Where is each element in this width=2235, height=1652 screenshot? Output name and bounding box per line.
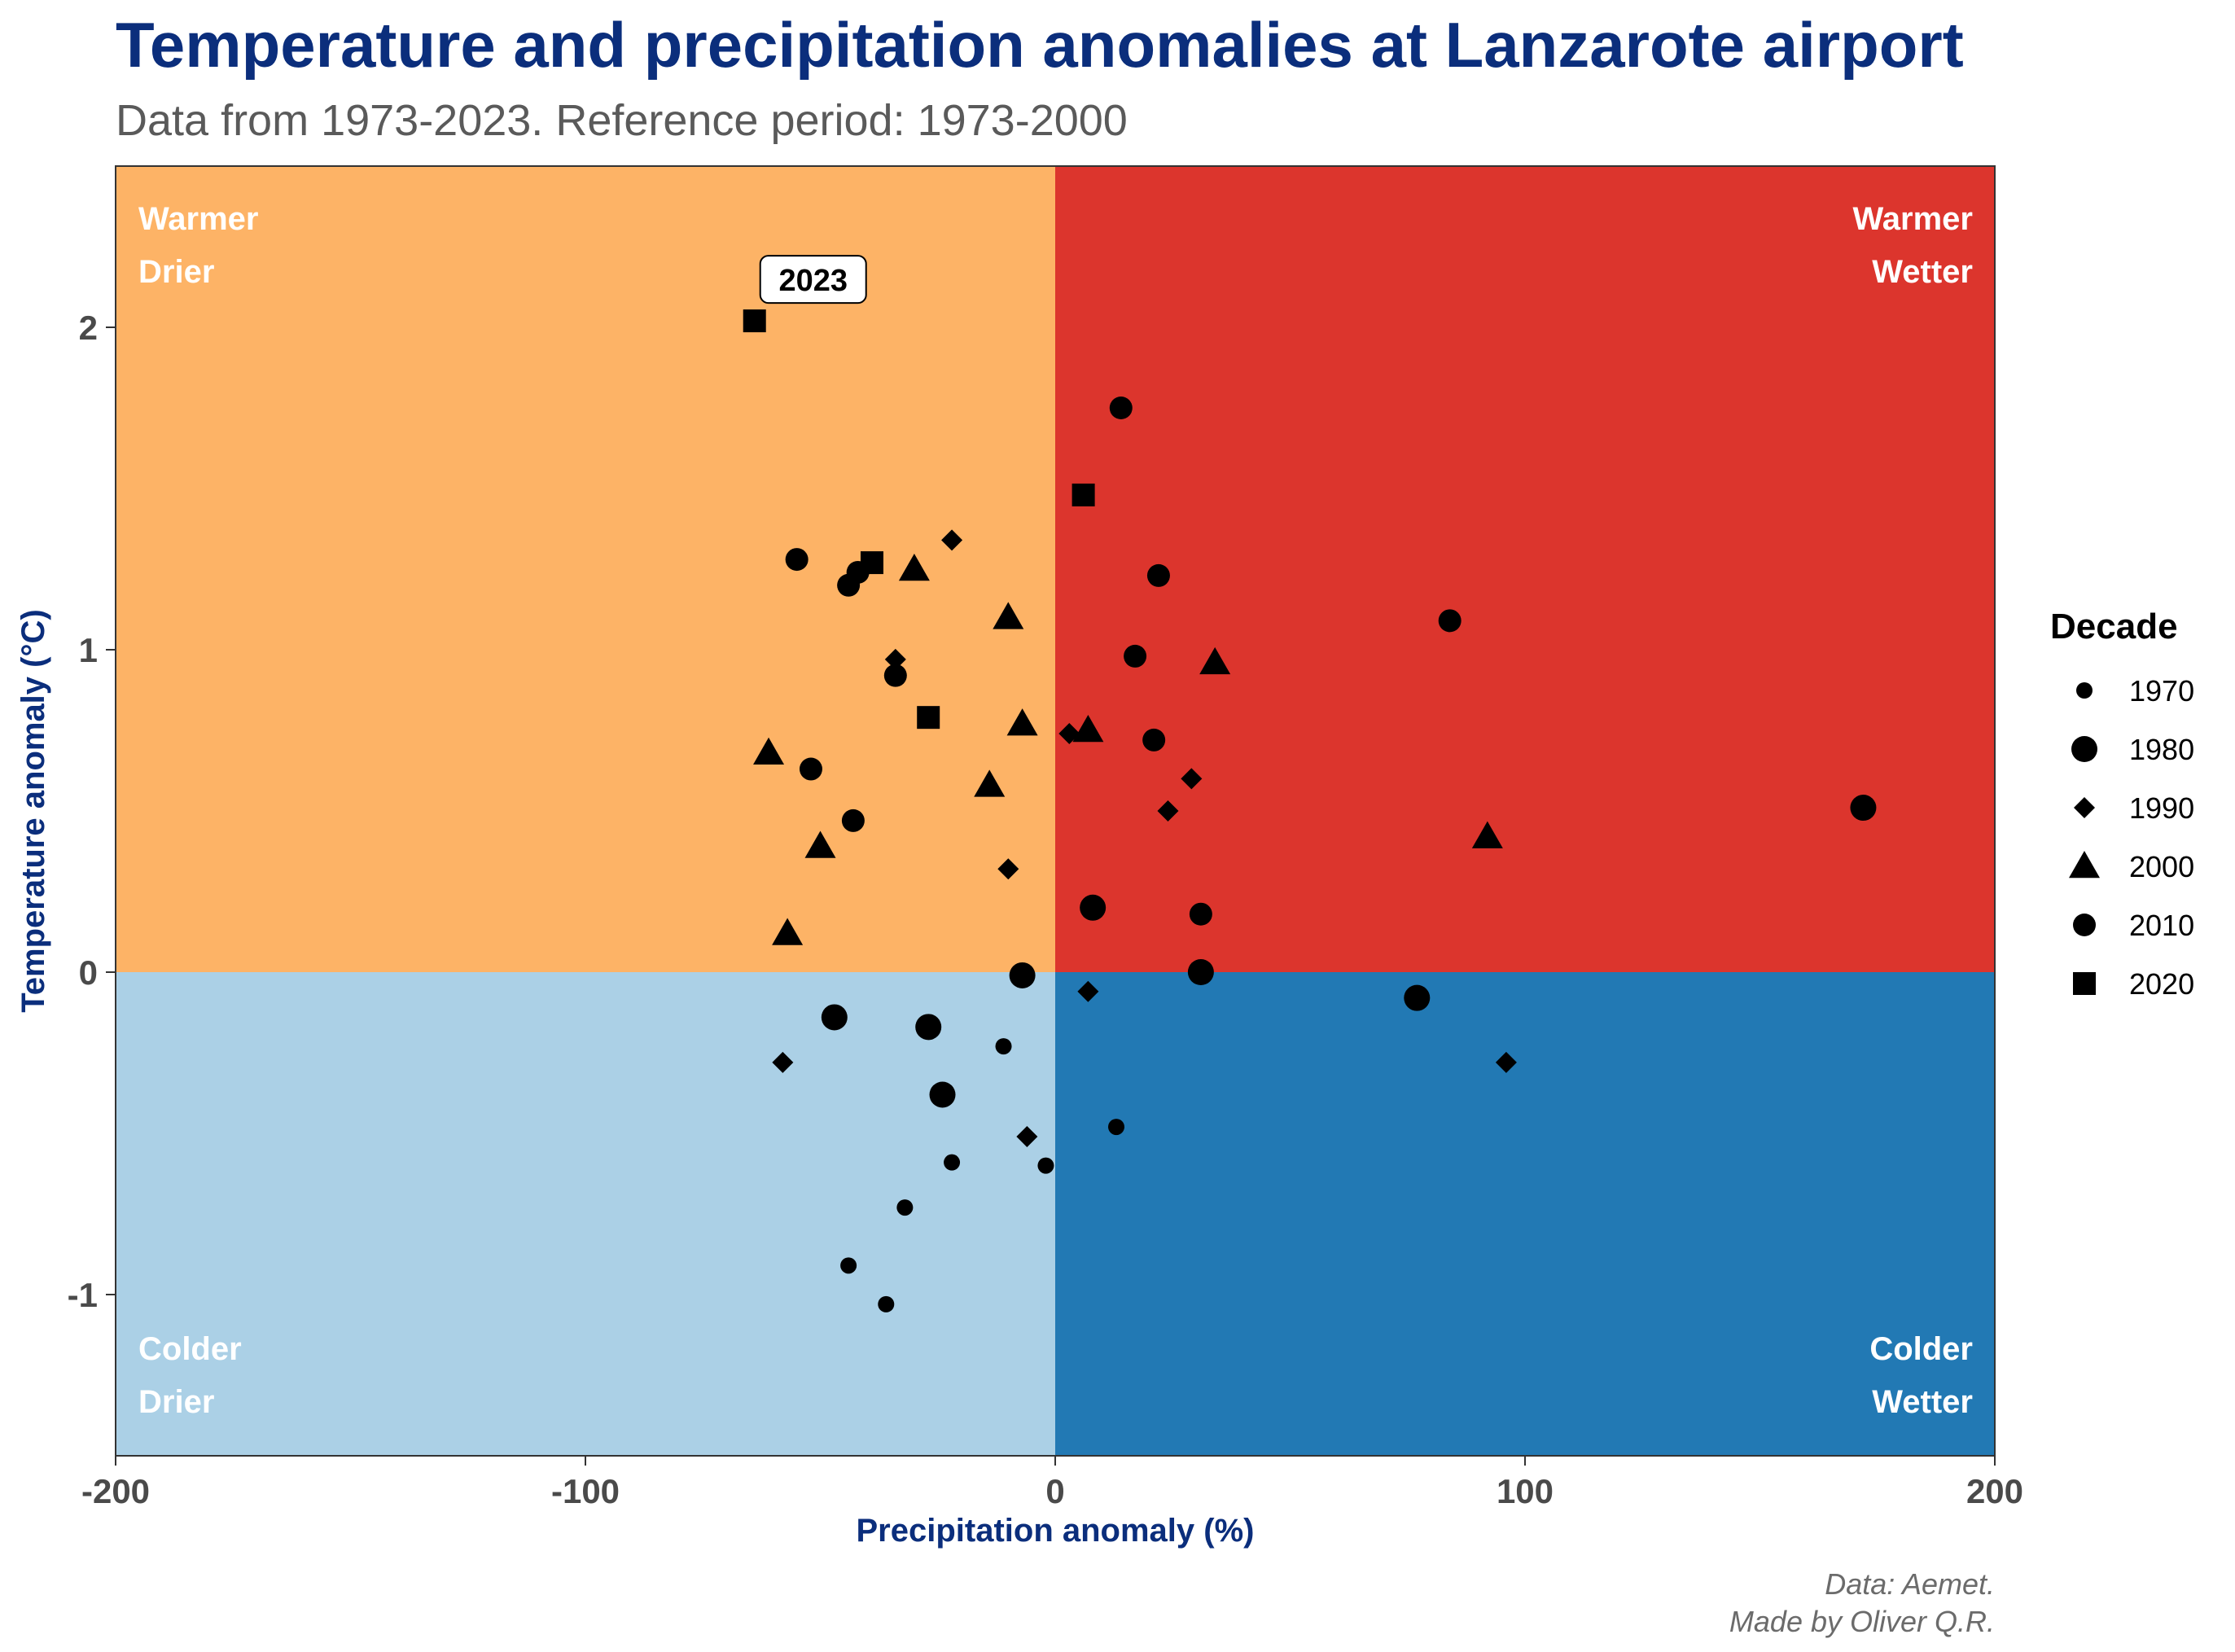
legend-key-1990 (2074, 797, 2095, 818)
point-2000 (1072, 715, 1104, 743)
point-2000 (993, 602, 1024, 629)
point-2010 (1189, 902, 1212, 926)
quadrant-label-top-left-2: Drier (138, 254, 214, 290)
point-2000 (1199, 646, 1231, 675)
point-2020 (917, 706, 940, 730)
point-2020 (743, 309, 766, 333)
quadrant-label-bottom-right-1: Colder (1869, 1331, 1973, 1367)
quadrant-label-bottom-left-1: Colder (138, 1331, 242, 1367)
chart-title: Temperature and precipitation anomalies … (116, 9, 1964, 81)
point-1990 (997, 858, 1019, 880)
point-2010 (1146, 563, 1170, 587)
y-tick-label: 2 (79, 309, 98, 347)
point-1980 (1404, 984, 1431, 1011)
annotation-label: 2023 (778, 264, 848, 298)
annotation-box (759, 255, 867, 305)
point-1990 (1495, 1051, 1517, 1073)
legend-key-2020 (2073, 972, 2096, 995)
chart-subtitle: Data from 1973-2023. Reference period: 1… (116, 96, 1128, 145)
point-2010 (1109, 397, 1133, 419)
x-tick-label: 0 (1045, 1472, 1064, 1510)
data-points (743, 309, 1877, 1312)
legend-label-1990: 1990 (2129, 791, 2194, 825)
point-1980 (821, 1004, 848, 1031)
point-2000 (898, 554, 930, 581)
legend-key-2000 (2069, 851, 2100, 879)
point-1970 (1037, 1157, 1054, 1174)
point-2010 (1142, 728, 1166, 752)
point-1970 (1108, 1119, 1125, 1136)
point-2000 (974, 769, 1006, 797)
y-tick-label: 0 (79, 953, 98, 992)
legend-label-2020: 2020 (2129, 967, 2194, 1001)
x-tick-label: -200 (81, 1472, 150, 1510)
point-1980 (915, 1014, 942, 1041)
point-2010 (883, 664, 907, 687)
legend: Decade 1970 1980 1990 2000 2010 2020 (2050, 607, 2194, 1001)
point-2010 (1124, 644, 1147, 668)
quadrant-warmer-wetter (1055, 166, 1995, 972)
point-1980 (1187, 959, 1214, 985)
quadrant-label-bottom-right-2: Wetter (1872, 1384, 1973, 1420)
point-2000 (1006, 708, 1038, 736)
point-2000 (753, 737, 785, 765)
quadrant-warmer-drier (116, 166, 1055, 972)
point-1990 (1016, 1125, 1038, 1147)
point-1980 (929, 1081, 956, 1108)
point-2020 (860, 551, 883, 575)
point-1990 (884, 648, 906, 670)
x-tick-label: -100 (551, 1472, 620, 1510)
quadrant-colder-drier (116, 972, 1055, 1456)
point-1990 (1157, 800, 1179, 822)
y-axis-title: Temperature anomaly (°C) (15, 609, 51, 1012)
point-1970 (896, 1199, 914, 1216)
legend-label-2000: 2000 (2129, 850, 2194, 883)
point-1990 (1181, 768, 1203, 790)
quadrant-labels: Warmer Drier Warmer Wetter Colder Drier … (138, 201, 1973, 1420)
point-1970 (840, 1257, 857, 1274)
legend-title: Decade (2050, 607, 2178, 646)
quadrant-label-top-left-1: Warmer (138, 201, 258, 237)
point-1970 (944, 1154, 961, 1171)
point-1970 (878, 1295, 895, 1312)
point-1990 (1077, 980, 1099, 1002)
legend-label-2010: 2010 (2129, 909, 2194, 942)
y-tick-label: 1 (79, 631, 98, 669)
point-2010 (799, 757, 822, 781)
quadrant-label-top-right-1: Warmer (1853, 201, 1973, 237)
legend-label-1970: 1970 (2129, 674, 2194, 708)
x-tick-label: 100 (1497, 1472, 1554, 1510)
x-axis: -200 -100 0 100 200 (81, 1456, 2023, 1510)
point-1980 (1009, 962, 1036, 988)
point-1990 (772, 1051, 794, 1073)
point-2010 (785, 548, 809, 572)
point-2000 (772, 918, 804, 945)
point-2000 (804, 830, 836, 858)
point-2010 (837, 573, 861, 597)
point-1990 (941, 529, 963, 551)
point-1970 (995, 1038, 1012, 1055)
plot-panel (115, 165, 1996, 1457)
quadrant-label-top-right-2: Wetter (1872, 254, 1973, 290)
point-2020 (1071, 483, 1095, 506)
legend-key-1970 (2076, 682, 2093, 699)
point-2010 (1438, 609, 1462, 633)
legend-label-1980: 1980 (2129, 733, 2194, 766)
y-tick-label: -1 (68, 1276, 98, 1314)
y-axis: -1 0 1 2 (68, 309, 116, 1314)
legend-key-2010 (2073, 914, 2096, 936)
x-tick-label: 200 (1966, 1472, 2023, 1510)
annotation-2023: 2023 (759, 255, 867, 305)
caption-line-1: Data: Aemet. (1825, 1567, 1995, 1601)
quadrant-colder-wetter (1055, 972, 1995, 1456)
quadrant-label-bottom-left-2: Drier (138, 1384, 214, 1420)
caption-line-2: Made by Oliver Q.R. (1729, 1605, 1995, 1638)
point-1980 (1080, 894, 1107, 921)
legend-key-1980 (2071, 736, 2097, 762)
x-axis-title: Precipitation anomaly (%) (857, 1513, 1255, 1549)
point-1980 (1850, 795, 1877, 822)
point-2010 (841, 808, 865, 832)
point-2000 (1471, 821, 1503, 848)
